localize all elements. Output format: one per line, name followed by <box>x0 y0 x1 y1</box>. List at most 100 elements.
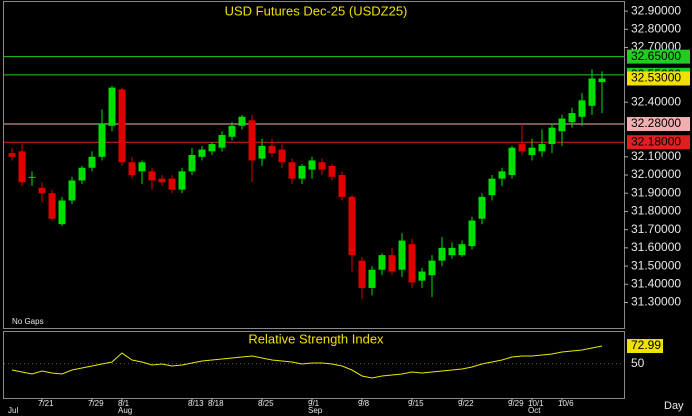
y-tick-label: 50 <box>631 356 645 370</box>
last-price-badge <box>627 71 690 86</box>
x-tick-label: 9/29 <box>508 399 524 408</box>
candle-body <box>188 154 196 172</box>
candle-body <box>468 220 476 247</box>
candle-body <box>18 151 26 183</box>
candle-body <box>138 162 146 172</box>
last-price-label: 32.53000 <box>631 71 681 85</box>
x-tick-label: 8/13 <box>188 399 204 408</box>
candle-body <box>198 149 206 157</box>
y-tick-label: 32.40000 <box>631 94 681 108</box>
candle-body <box>578 100 586 117</box>
rsi-badge <box>627 339 663 354</box>
candle-body <box>318 162 326 170</box>
x-tick-label: 8/25 <box>258 399 274 408</box>
y-tick-label: 31.50000 <box>631 258 681 272</box>
candle-body <box>178 171 186 190</box>
level-label: 32.28000 <box>631 116 681 130</box>
x-tick-label: 8/1 <box>118 399 130 408</box>
level-label: 32.65000 <box>631 49 681 63</box>
candle-body <box>8 153 16 157</box>
candle-body <box>258 145 266 159</box>
candle-body <box>388 255 396 272</box>
candle-body <box>508 147 516 176</box>
candle-body <box>358 260 366 288</box>
candle-body <box>438 247 446 261</box>
candle-body <box>98 124 106 157</box>
candle-body <box>368 269 376 288</box>
candle-body <box>58 200 66 225</box>
x-axis-label: Day <box>664 400 684 412</box>
candle-body <box>518 144 526 152</box>
candle-body <box>568 113 576 123</box>
y-tick-label: 32.90000 <box>631 3 681 17</box>
level-badge <box>627 135 690 150</box>
candle-body <box>128 162 136 176</box>
month-label: Jul <box>8 406 18 415</box>
candle-body <box>548 127 556 145</box>
candle-body <box>248 120 256 161</box>
x-tick-label: 9/15 <box>408 399 424 408</box>
candle-body <box>538 144 546 152</box>
x-tick-label: 7/29 <box>88 399 104 408</box>
candle-body <box>408 244 416 283</box>
month-label: Sep <box>308 406 323 415</box>
y-tick-label: 32.00000 <box>631 167 681 181</box>
x-tick-label: 7/21 <box>38 399 54 408</box>
candle-body <box>398 240 406 270</box>
candle-body <box>488 178 496 196</box>
candle-body <box>268 145 276 154</box>
candle-body <box>38 187 46 194</box>
candle-body <box>328 165 336 177</box>
chart-title: USD Futures Dec-25 (USDZ25) <box>225 3 408 18</box>
y-tick-label: 31.40000 <box>631 276 681 290</box>
candle-body <box>448 247 456 256</box>
x-tick-label: 8/18 <box>208 399 224 408</box>
x-tick-label: 10/6 <box>558 399 574 408</box>
level-badge <box>627 49 690 64</box>
candle-body <box>208 144 216 152</box>
candle-body <box>68 180 76 201</box>
price-panel <box>3 1 625 329</box>
x-tick-label: 10/1 <box>528 399 544 408</box>
candle-body <box>28 176 36 178</box>
candle-body <box>308 160 316 170</box>
x-tick-label: 9/1 <box>308 399 320 408</box>
y-tick-label: 32.10000 <box>631 149 681 163</box>
rsi-last-label: 72.99 <box>631 338 661 352</box>
candle-body <box>428 260 436 276</box>
y-tick-label: 31.90000 <box>631 185 681 199</box>
month-label: Oct <box>528 406 541 415</box>
x-tick-label: 9/8 <box>358 399 370 408</box>
candle-body <box>458 244 466 256</box>
y-tick-label: 32.80000 <box>631 21 681 35</box>
candle-body <box>88 156 96 168</box>
candle-body <box>418 271 426 281</box>
candle-body <box>108 87 116 126</box>
candle-body <box>478 196 486 219</box>
candle-body <box>278 149 286 163</box>
level-badge <box>627 117 690 132</box>
rsi-line <box>11 345 603 379</box>
candle-body <box>588 78 596 106</box>
candle-body <box>48 193 56 219</box>
candle-body <box>558 118 566 132</box>
candle-body <box>168 178 176 190</box>
candle-body <box>158 178 166 183</box>
candle-body <box>378 255 386 270</box>
candle-body <box>298 165 306 179</box>
candle-body <box>498 171 506 179</box>
y-tick-label: 31.30000 <box>631 295 681 309</box>
candle-body <box>288 162 296 179</box>
y-tick-label: 31.60000 <box>631 240 681 254</box>
candle-body <box>148 171 156 181</box>
level-label: 32.18000 <box>631 134 681 148</box>
note: No Gaps <box>12 317 44 326</box>
candle-body <box>218 134 226 148</box>
candle-body <box>238 116 246 126</box>
candle-body <box>348 196 356 256</box>
rsi-title: Relative Strength Index <box>248 331 384 346</box>
candle-body <box>78 167 86 181</box>
month-label: Aug <box>118 406 132 415</box>
